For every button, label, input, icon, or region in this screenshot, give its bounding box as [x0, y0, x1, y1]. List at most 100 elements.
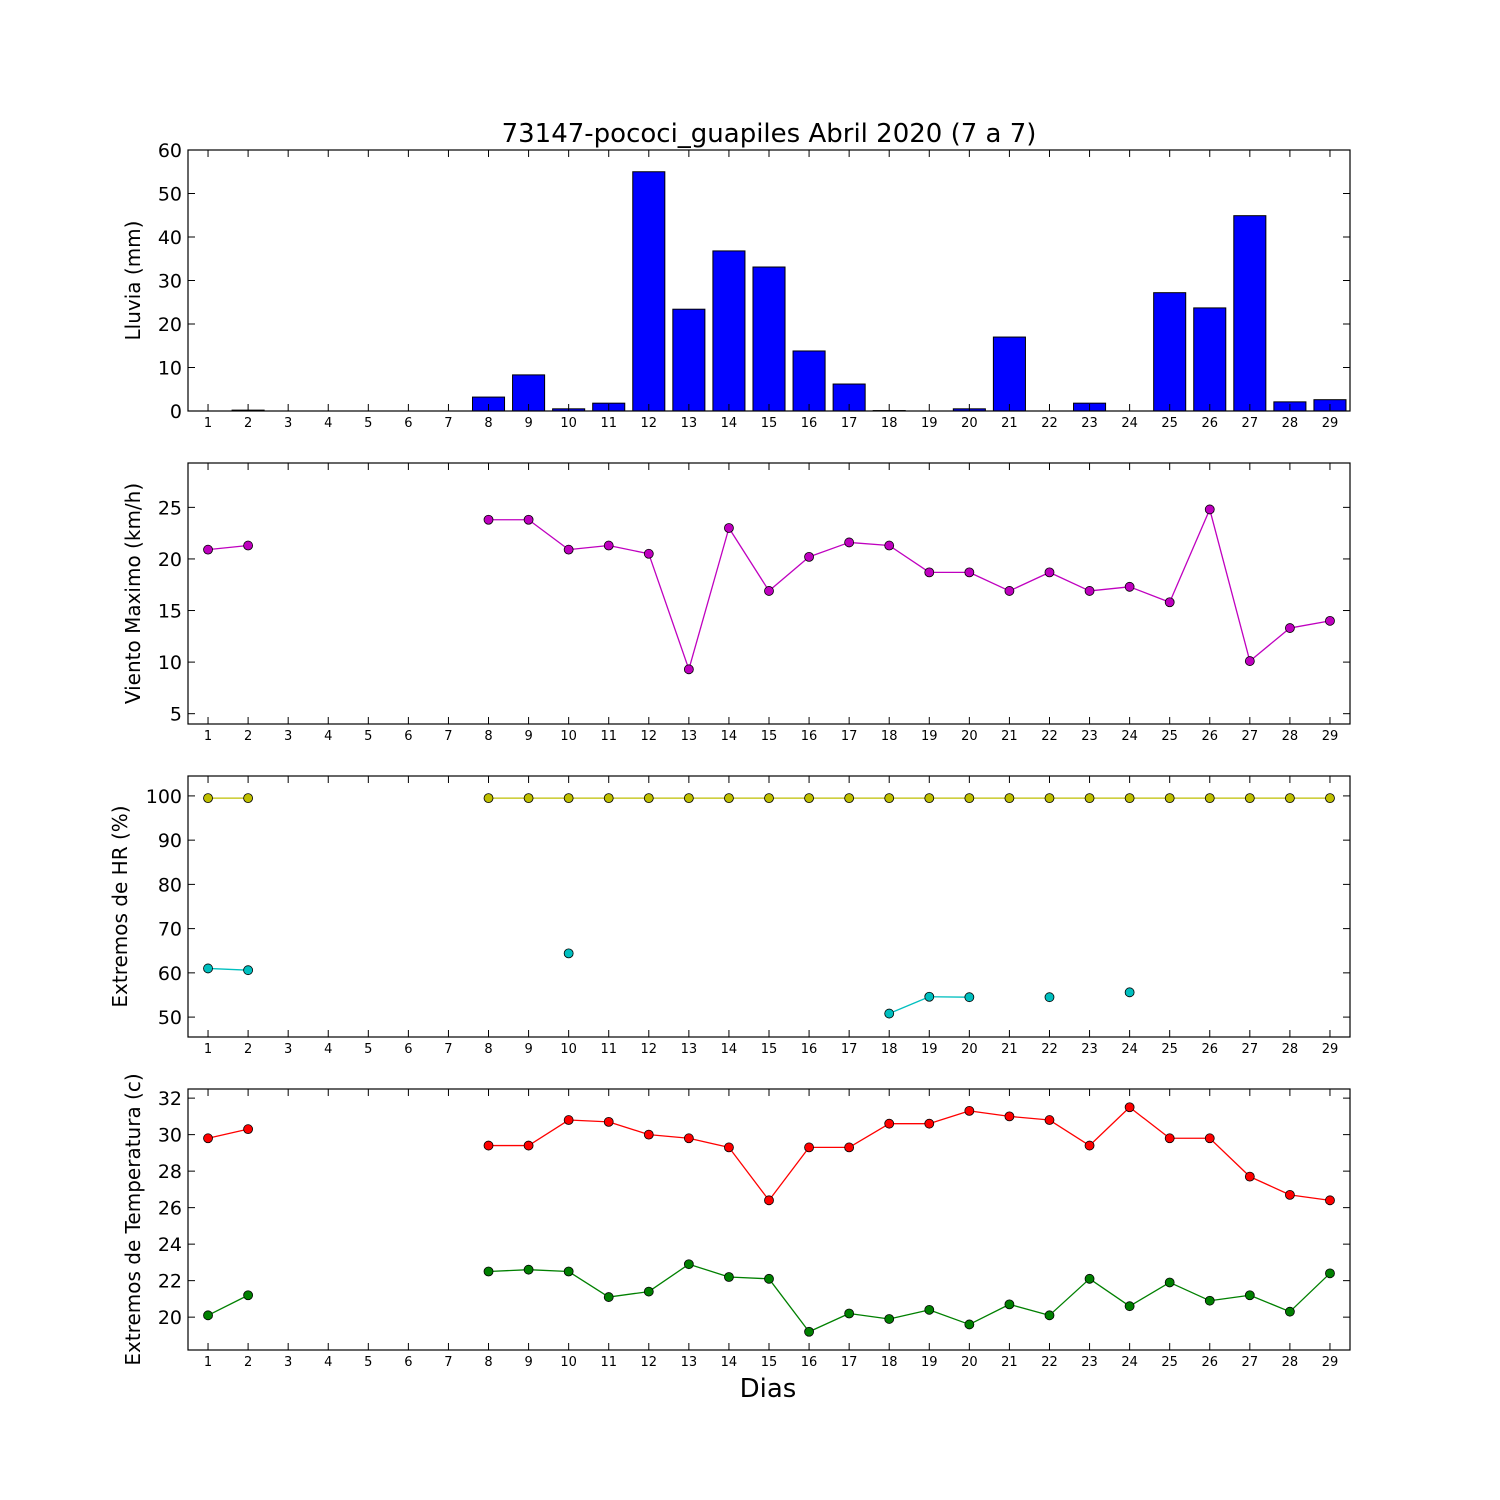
- series-2-segment: [849, 1312, 890, 1320]
- x-tick-label: 5: [364, 1355, 372, 1370]
- series-1-point-day-12: [643, 548, 654, 559]
- series-1-point-day-28: [1284, 793, 1295, 804]
- series-2-point-day-15: [764, 1273, 774, 1284]
- series-2-point-day-2: [243, 1290, 254, 1301]
- series-2-point-day-9: [523, 1264, 534, 1275]
- series-2-point-day-27: [1244, 1290, 1255, 1301]
- x-tick-label: 18: [881, 729, 898, 744]
- x-tick-label: 3: [284, 1355, 292, 1370]
- x-tick-label: 13: [681, 416, 698, 431]
- x-tick-label: 13: [681, 729, 698, 744]
- y-tick-label: 26: [158, 1198, 182, 1220]
- series-1-segment: [1129, 586, 1170, 603]
- x-tick-label: 19: [921, 729, 938, 744]
- x-tick-label: 1: [204, 416, 212, 431]
- y-tick-label: 70: [158, 919, 182, 941]
- x-tick-label: 7: [444, 1042, 452, 1057]
- x-tick-label: 22: [1041, 416, 1058, 431]
- x-tick-label: 6: [404, 1042, 412, 1057]
- x-tick-label: 6: [404, 1355, 412, 1370]
- x-tick-label: 21: [1001, 729, 1018, 744]
- series-1-point-day-26: [1204, 504, 1215, 515]
- series-1-point-day-17: [844, 1142, 855, 1153]
- series-1-segment: [608, 1121, 649, 1136]
- series-2-point-day-20: [964, 1319, 975, 1330]
- series-1-segment: [1089, 1106, 1131, 1147]
- series-1-segment: [888, 544, 930, 573]
- x-tick-label: 5: [364, 1042, 372, 1057]
- x-tick-label: 24: [1121, 1042, 1138, 1057]
- series-2-segment: [1249, 1294, 1291, 1313]
- series-1-segment: [568, 544, 609, 551]
- series-2-point-day-22: [1044, 992, 1055, 1003]
- bar-day-15: [752, 266, 786, 412]
- x-tick-label: 27: [1242, 1355, 1259, 1370]
- x-tick-label: 4: [324, 1355, 332, 1370]
- x-tick-label: 25: [1161, 729, 1178, 744]
- series-1-point-day-1: [203, 544, 213, 555]
- y-tick-label: 20: [158, 1307, 182, 1329]
- series-1-segment: [969, 571, 1010, 592]
- series-1-segment: [728, 1147, 770, 1201]
- series-1-point-day-8: [483, 793, 494, 804]
- x-tick-label: 15: [761, 1042, 778, 1057]
- series-1-point-day-13: [683, 793, 694, 804]
- series-1-segment: [1209, 509, 1251, 662]
- x-tick-label: 22: [1041, 729, 1058, 744]
- x-tick-label: 25: [1161, 1355, 1178, 1370]
- x-tick-label: 27: [1242, 416, 1259, 431]
- x-tick-label: 28: [1282, 1355, 1299, 1370]
- series-1-segment: [929, 1110, 970, 1125]
- series-1-segment: [1049, 571, 1090, 592]
- series-2-point-day-10: [563, 948, 574, 959]
- x-tick-label: 28: [1282, 416, 1299, 431]
- series-2-point-day-24: [1124, 1301, 1135, 1312]
- y-tick-label: 28: [158, 1161, 182, 1183]
- series-1-point-day-15: [764, 793, 774, 804]
- series-1-segment: [848, 1123, 890, 1148]
- y-tick-label: 60: [158, 963, 182, 985]
- bar-day-14: [712, 250, 746, 412]
- y-axis-label: Extremos de HR (%): [108, 805, 132, 1007]
- bar-day-26: [1193, 307, 1227, 412]
- series-2-segment: [208, 967, 249, 971]
- series-2-point-day-13: [683, 1259, 694, 1270]
- series-1-segment: [207, 544, 249, 551]
- x-tick-label: 25: [1161, 416, 1178, 431]
- chart-title: 73147-pococi_guapiles Abril 2020 (7 a 7): [502, 119, 1037, 149]
- series-1-segment: [969, 1110, 1010, 1118]
- series-2-segment: [728, 1276, 770, 1280]
- series-1-point-day-16: [804, 1142, 814, 1153]
- series-1-segment: [648, 1133, 689, 1139]
- y-tick-label: 80: [158, 874, 182, 896]
- x-tick-label: 10: [560, 1042, 577, 1057]
- series-1-point-day-13: [683, 1133, 694, 1144]
- y-tick-label: 0: [170, 401, 182, 423]
- x-tick-label: 10: [560, 1355, 577, 1370]
- x-tick-label: 23: [1081, 729, 1098, 744]
- x-tick-label: 28: [1282, 729, 1299, 744]
- series-2-point-day-19: [924, 991, 935, 1002]
- x-tick-label: 2: [244, 416, 252, 431]
- series-2-point-day-29: [1325, 1268, 1335, 1279]
- series-2-point-day-2: [243, 965, 254, 976]
- x-tick-label: 3: [284, 1042, 292, 1057]
- y-tick-label: 50: [158, 1007, 182, 1029]
- y-axis-label: Lluvia (mm): [121, 221, 145, 341]
- x-tick-label: 12: [641, 1042, 658, 1057]
- series-2-segment: [888, 996, 930, 1015]
- series-1-point-day-22: [1044, 567, 1055, 578]
- x-tick-label: 1: [204, 729, 212, 744]
- series-2-segment: [568, 1270, 610, 1298]
- series-1-point-day-23: [1084, 793, 1095, 804]
- series-2-segment: [808, 1312, 850, 1333]
- series-2-point-day-12: [643, 1286, 654, 1297]
- series-2-point-day-17: [844, 1308, 855, 1319]
- series-1-point-day-18: [884, 1118, 895, 1129]
- series-1-point-day-8: [483, 1140, 494, 1151]
- series-1-segment: [1289, 620, 1331, 629]
- x-tick-label: 21: [1001, 1355, 1018, 1370]
- series-2-segment: [1209, 1294, 1250, 1302]
- x-tick-label: 16: [801, 1042, 818, 1057]
